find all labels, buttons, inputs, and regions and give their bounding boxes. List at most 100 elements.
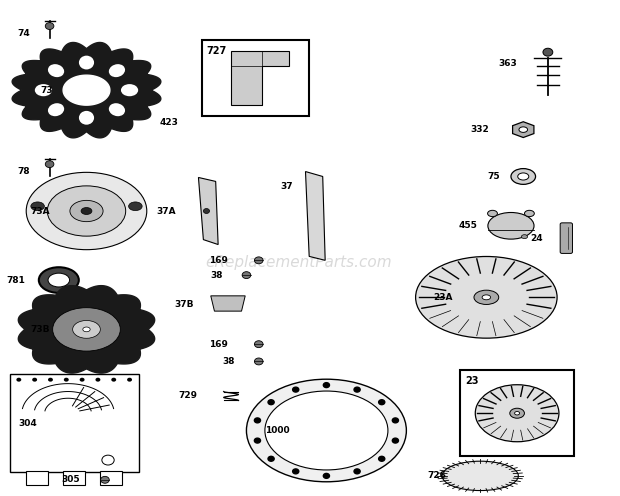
Text: 727: 727	[206, 46, 227, 56]
Text: 363: 363	[498, 59, 517, 67]
Text: 305: 305	[62, 475, 81, 484]
Ellipse shape	[79, 56, 94, 69]
Ellipse shape	[415, 256, 557, 338]
Ellipse shape	[31, 202, 45, 211]
Circle shape	[64, 378, 69, 381]
Text: 78: 78	[17, 167, 30, 176]
Text: 729: 729	[178, 391, 197, 400]
Text: 304: 304	[19, 419, 37, 428]
Polygon shape	[513, 122, 534, 137]
Ellipse shape	[109, 103, 125, 116]
Circle shape	[324, 382, 329, 387]
Text: 726: 726	[427, 471, 446, 480]
Text: 73: 73	[40, 86, 53, 95]
Text: 37: 37	[280, 182, 293, 191]
Ellipse shape	[70, 200, 103, 222]
Ellipse shape	[121, 84, 138, 96]
Text: 73A: 73A	[30, 206, 50, 215]
Ellipse shape	[53, 308, 120, 351]
Ellipse shape	[488, 212, 534, 239]
Circle shape	[79, 378, 84, 381]
Ellipse shape	[48, 103, 64, 116]
Circle shape	[379, 456, 385, 461]
Circle shape	[45, 161, 54, 168]
Circle shape	[242, 272, 250, 279]
Bar	[9, 374, 139, 472]
Circle shape	[95, 378, 100, 381]
Bar	[100, 471, 122, 485]
Circle shape	[254, 358, 263, 365]
Text: 423: 423	[160, 118, 179, 127]
Ellipse shape	[48, 64, 64, 77]
Polygon shape	[306, 172, 325, 260]
Circle shape	[102, 455, 114, 465]
Ellipse shape	[73, 320, 100, 338]
Text: 23A: 23A	[433, 293, 453, 302]
Ellipse shape	[128, 202, 142, 211]
Ellipse shape	[518, 173, 529, 180]
Circle shape	[293, 387, 299, 392]
Circle shape	[16, 378, 21, 381]
Ellipse shape	[265, 391, 388, 470]
Ellipse shape	[519, 127, 528, 132]
Bar	[63, 471, 86, 485]
Polygon shape	[211, 296, 245, 311]
Text: eReplacementParts.com: eReplacementParts.com	[205, 255, 392, 270]
Circle shape	[32, 378, 37, 381]
Text: 37A: 37A	[156, 206, 175, 215]
Ellipse shape	[474, 290, 498, 305]
Circle shape	[254, 438, 260, 443]
Circle shape	[203, 208, 210, 213]
Ellipse shape	[482, 295, 490, 300]
Ellipse shape	[83, 327, 90, 332]
Polygon shape	[63, 75, 110, 105]
Ellipse shape	[515, 412, 520, 415]
Circle shape	[354, 469, 360, 474]
Circle shape	[48, 378, 53, 381]
Polygon shape	[231, 51, 290, 105]
Polygon shape	[198, 178, 218, 245]
Ellipse shape	[48, 273, 69, 287]
Circle shape	[543, 48, 553, 56]
Ellipse shape	[47, 186, 126, 236]
Text: 38: 38	[211, 271, 223, 280]
Circle shape	[254, 418, 260, 423]
Ellipse shape	[79, 111, 94, 124]
Ellipse shape	[26, 172, 147, 249]
Ellipse shape	[39, 267, 79, 293]
Text: 24: 24	[530, 234, 543, 243]
Circle shape	[354, 387, 360, 392]
Ellipse shape	[521, 235, 528, 239]
Circle shape	[254, 341, 263, 348]
Ellipse shape	[35, 84, 52, 96]
Ellipse shape	[109, 64, 125, 77]
Ellipse shape	[476, 385, 559, 442]
Text: 169: 169	[209, 256, 228, 265]
Ellipse shape	[510, 408, 525, 418]
Bar	[460, 370, 574, 456]
Circle shape	[127, 378, 132, 381]
Text: 74: 74	[17, 29, 30, 38]
Bar	[202, 40, 309, 116]
Ellipse shape	[81, 207, 92, 214]
Circle shape	[392, 418, 399, 423]
Text: 1000: 1000	[265, 426, 290, 435]
Circle shape	[254, 257, 263, 264]
FancyBboxPatch shape	[560, 223, 572, 253]
Polygon shape	[19, 286, 154, 373]
Ellipse shape	[246, 379, 406, 482]
Text: 23: 23	[465, 376, 479, 386]
Circle shape	[392, 438, 399, 443]
Text: 75: 75	[487, 172, 500, 181]
Bar	[26, 471, 48, 485]
Ellipse shape	[511, 169, 536, 185]
Circle shape	[111, 378, 116, 381]
Text: 38: 38	[223, 357, 236, 366]
Text: 169: 169	[209, 340, 228, 349]
Circle shape	[45, 23, 54, 29]
Ellipse shape	[442, 461, 518, 491]
Text: 37B: 37B	[175, 300, 194, 309]
Ellipse shape	[487, 210, 497, 217]
Text: 332: 332	[471, 125, 489, 134]
Circle shape	[293, 469, 299, 474]
